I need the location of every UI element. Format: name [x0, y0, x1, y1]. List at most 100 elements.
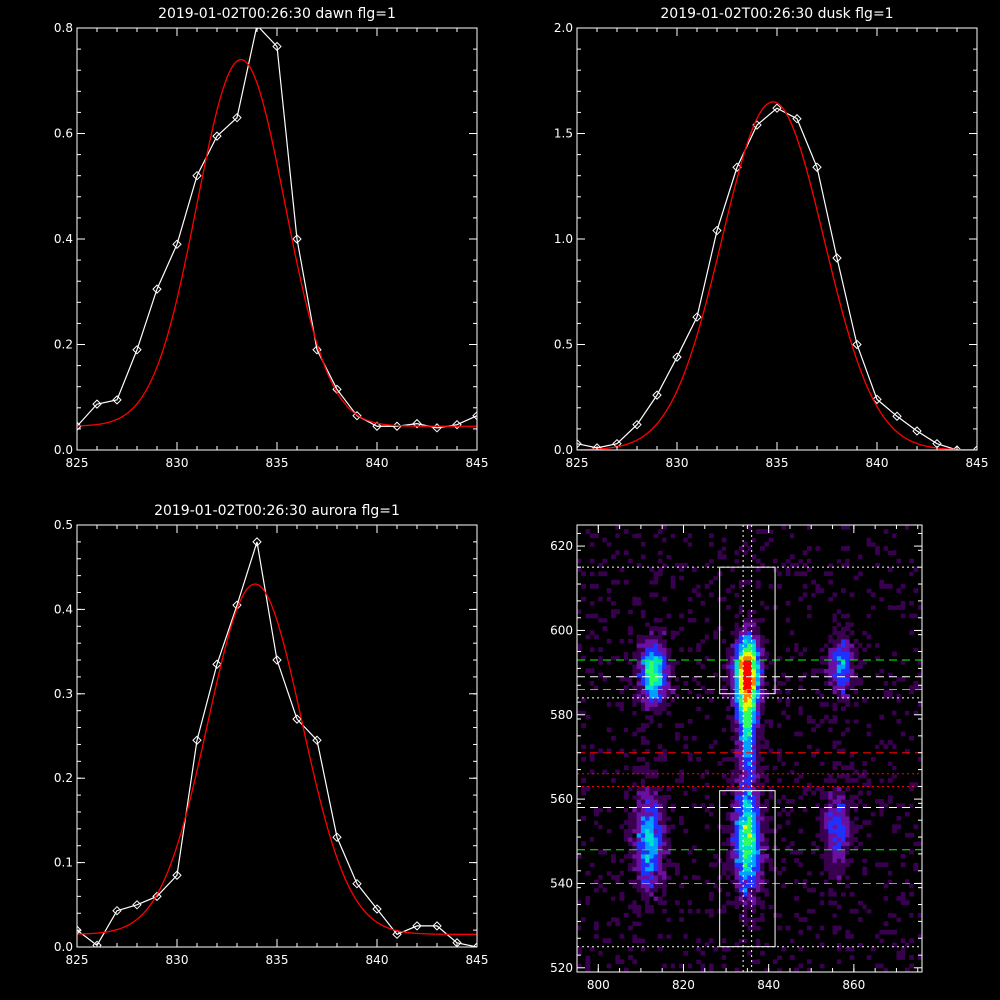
- heatmap-cell: [628, 845, 633, 851]
- heatmap-cell: [709, 702, 714, 707]
- heatmap-cell: [636, 651, 642, 657]
- heatmap-cell: [909, 529, 914, 534]
- heatmap-cell: [909, 579, 914, 585]
- heatmap-cell: [670, 584, 676, 589]
- heatmap-cell: [768, 841, 774, 846]
- heatmap-cell: [815, 938, 821, 943]
- heatmap-cell: [747, 799, 753, 804]
- heatmap-cell: [755, 866, 761, 872]
- heatmap-cell: [636, 845, 642, 851]
- heatmap-cell: [896, 938, 902, 943]
- heatmap-cell: [781, 858, 787, 863]
- heatmap-cell: [785, 950, 791, 956]
- heatmap-cell: [704, 824, 710, 830]
- heatmap-cell: [819, 638, 825, 644]
- heatmap-cell: [585, 537, 591, 543]
- heatmap-cell: [760, 638, 765, 644]
- heatmap-cell: [623, 550, 629, 556]
- heatmap-cell: [815, 803, 821, 809]
- heatmap-cell: [645, 875, 650, 880]
- heatmap-cell: [802, 917, 808, 922]
- heatmap-cell: [841, 731, 846, 737]
- heatmap-cell: [581, 744, 587, 749]
- heatmap-cell: [755, 870, 761, 876]
- heatmap-cell: [858, 841, 863, 846]
- heatmap-cell: [700, 875, 706, 880]
- heatmap-cell: [577, 811, 582, 817]
- heatmap-cell: [781, 710, 787, 716]
- heatmap-cell: [755, 655, 761, 661]
- heatmap-cell: [709, 811, 714, 817]
- heatmap-cell: [730, 824, 736, 830]
- heatmap-cell: [640, 946, 646, 952]
- heatmap-cell: [743, 748, 748, 754]
- heatmap-cell: [636, 596, 642, 602]
- heatmap-cell: [909, 912, 914, 918]
- heatmap-cell: [866, 799, 872, 804]
- heatmap-cell: [606, 828, 612, 834]
- heatmap-cell: [619, 799, 625, 804]
- heatmap-cell: [760, 773, 765, 779]
- heatmap-cell: [679, 963, 684, 969]
- heatmap-cell: [789, 799, 795, 804]
- heatmap-cell: [632, 676, 638, 682]
- heatmap-cell: [657, 811, 663, 817]
- heatmap-cell: [887, 896, 893, 901]
- heatmap-cell: [738, 706, 744, 712]
- heatmap-cell: [802, 731, 808, 737]
- heatmap-cell: [858, 659, 863, 665]
- heatmap-cell: [645, 858, 650, 863]
- heatmap-cell: [866, 778, 872, 783]
- heatmap-cell: [721, 925, 727, 931]
- heatmap-cell: [662, 828, 667, 834]
- heatmap-cell: [679, 778, 684, 783]
- heatmap-cell: [836, 727, 842, 733]
- heatmap-cell: [615, 912, 621, 918]
- heatmap-cell: [623, 685, 629, 690]
- heatmap-cell: [751, 735, 757, 741]
- heatmap-cell: [819, 912, 825, 918]
- heatmap-cell: [657, 875, 663, 880]
- heatmap-cell: [760, 621, 765, 627]
- heatmap-cell: [623, 651, 629, 657]
- heatmap-cell: [598, 849, 604, 855]
- heatmap-cell: [692, 845, 697, 851]
- heatmap-cell: [824, 765, 829, 771]
- heatmap-cell: [606, 925, 612, 931]
- heatmap-cell: [615, 929, 621, 935]
- heatmap-cell: [841, 579, 846, 585]
- heatmap-cell: [662, 672, 667, 678]
- heatmap-cell: [764, 824, 770, 830]
- heatmap-cell: [755, 778, 761, 783]
- heatmap-cell: [581, 558, 587, 564]
- heatmap-cell: [883, 723, 889, 728]
- heatmap-cell: [636, 600, 642, 606]
- heatmap-cell: [662, 723, 667, 728]
- heatmap-cell: [726, 748, 731, 754]
- heatmap-cell: [615, 609, 621, 615]
- heatmap-cell: [674, 904, 680, 910]
- heatmap-cell: [811, 588, 817, 593]
- heatmap-cell: [738, 689, 744, 695]
- heatmap-cell: [679, 702, 684, 707]
- heatmap-cell: [845, 702, 851, 707]
- heatmap-cell: [896, 681, 902, 686]
- heatmap-cell: [743, 579, 748, 585]
- heatmap-cell: [815, 862, 821, 868]
- heatmap-cell: [611, 651, 616, 657]
- heatmap-cell: [721, 756, 727, 762]
- heatmap-cell: [623, 904, 629, 910]
- heatmap-cell: [619, 702, 625, 707]
- heatmap-cell: [636, 820, 642, 825]
- heatmap-cell: [657, 647, 663, 653]
- heatmap-cell: [577, 912, 582, 918]
- heatmap-cell: [623, 655, 629, 661]
- heatmap-cell: [700, 579, 706, 585]
- heatmap-cell: [594, 891, 599, 897]
- heatmap-cell: [730, 655, 736, 661]
- heatmap-cell: [841, 837, 846, 842]
- heatmap-cell: [743, 879, 748, 884]
- heatmap-cell: [747, 875, 753, 880]
- heatmap-cell: [589, 752, 595, 758]
- heatmap-cell: [738, 617, 744, 623]
